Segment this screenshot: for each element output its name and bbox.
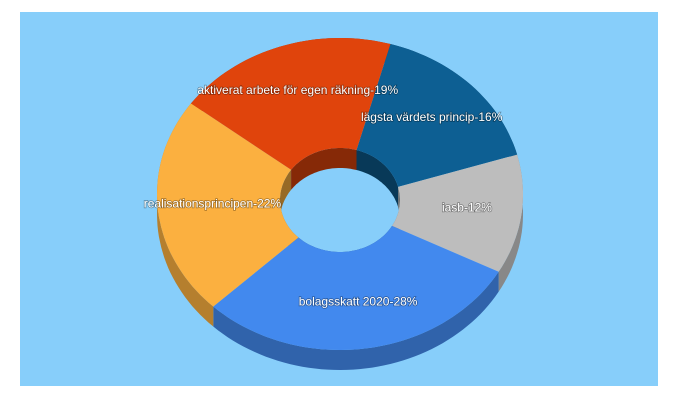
slice-label: lägsta värdets princip-16% xyxy=(361,110,503,124)
slice xyxy=(392,154,523,272)
slice-label: bolagsskatt 2020-28% xyxy=(299,294,418,308)
slice xyxy=(356,44,518,187)
slice-label: iasb-12% xyxy=(442,201,492,215)
slice xyxy=(213,225,499,350)
slice-inner-side xyxy=(356,150,399,207)
labels: lägsta värdets princip-16% iasb-12% bolags… xyxy=(143,82,503,309)
slice xyxy=(191,38,391,170)
slice-side xyxy=(157,103,214,327)
slice xyxy=(157,103,299,307)
slice-label: aktiverat arbete för egen räkning-19% xyxy=(197,83,398,97)
slice-side xyxy=(213,271,499,370)
slice-side xyxy=(498,154,523,292)
slice-inner-side xyxy=(291,148,357,190)
slice-label: realisationsprincipen-22% xyxy=(144,196,282,210)
slices xyxy=(157,38,523,350)
